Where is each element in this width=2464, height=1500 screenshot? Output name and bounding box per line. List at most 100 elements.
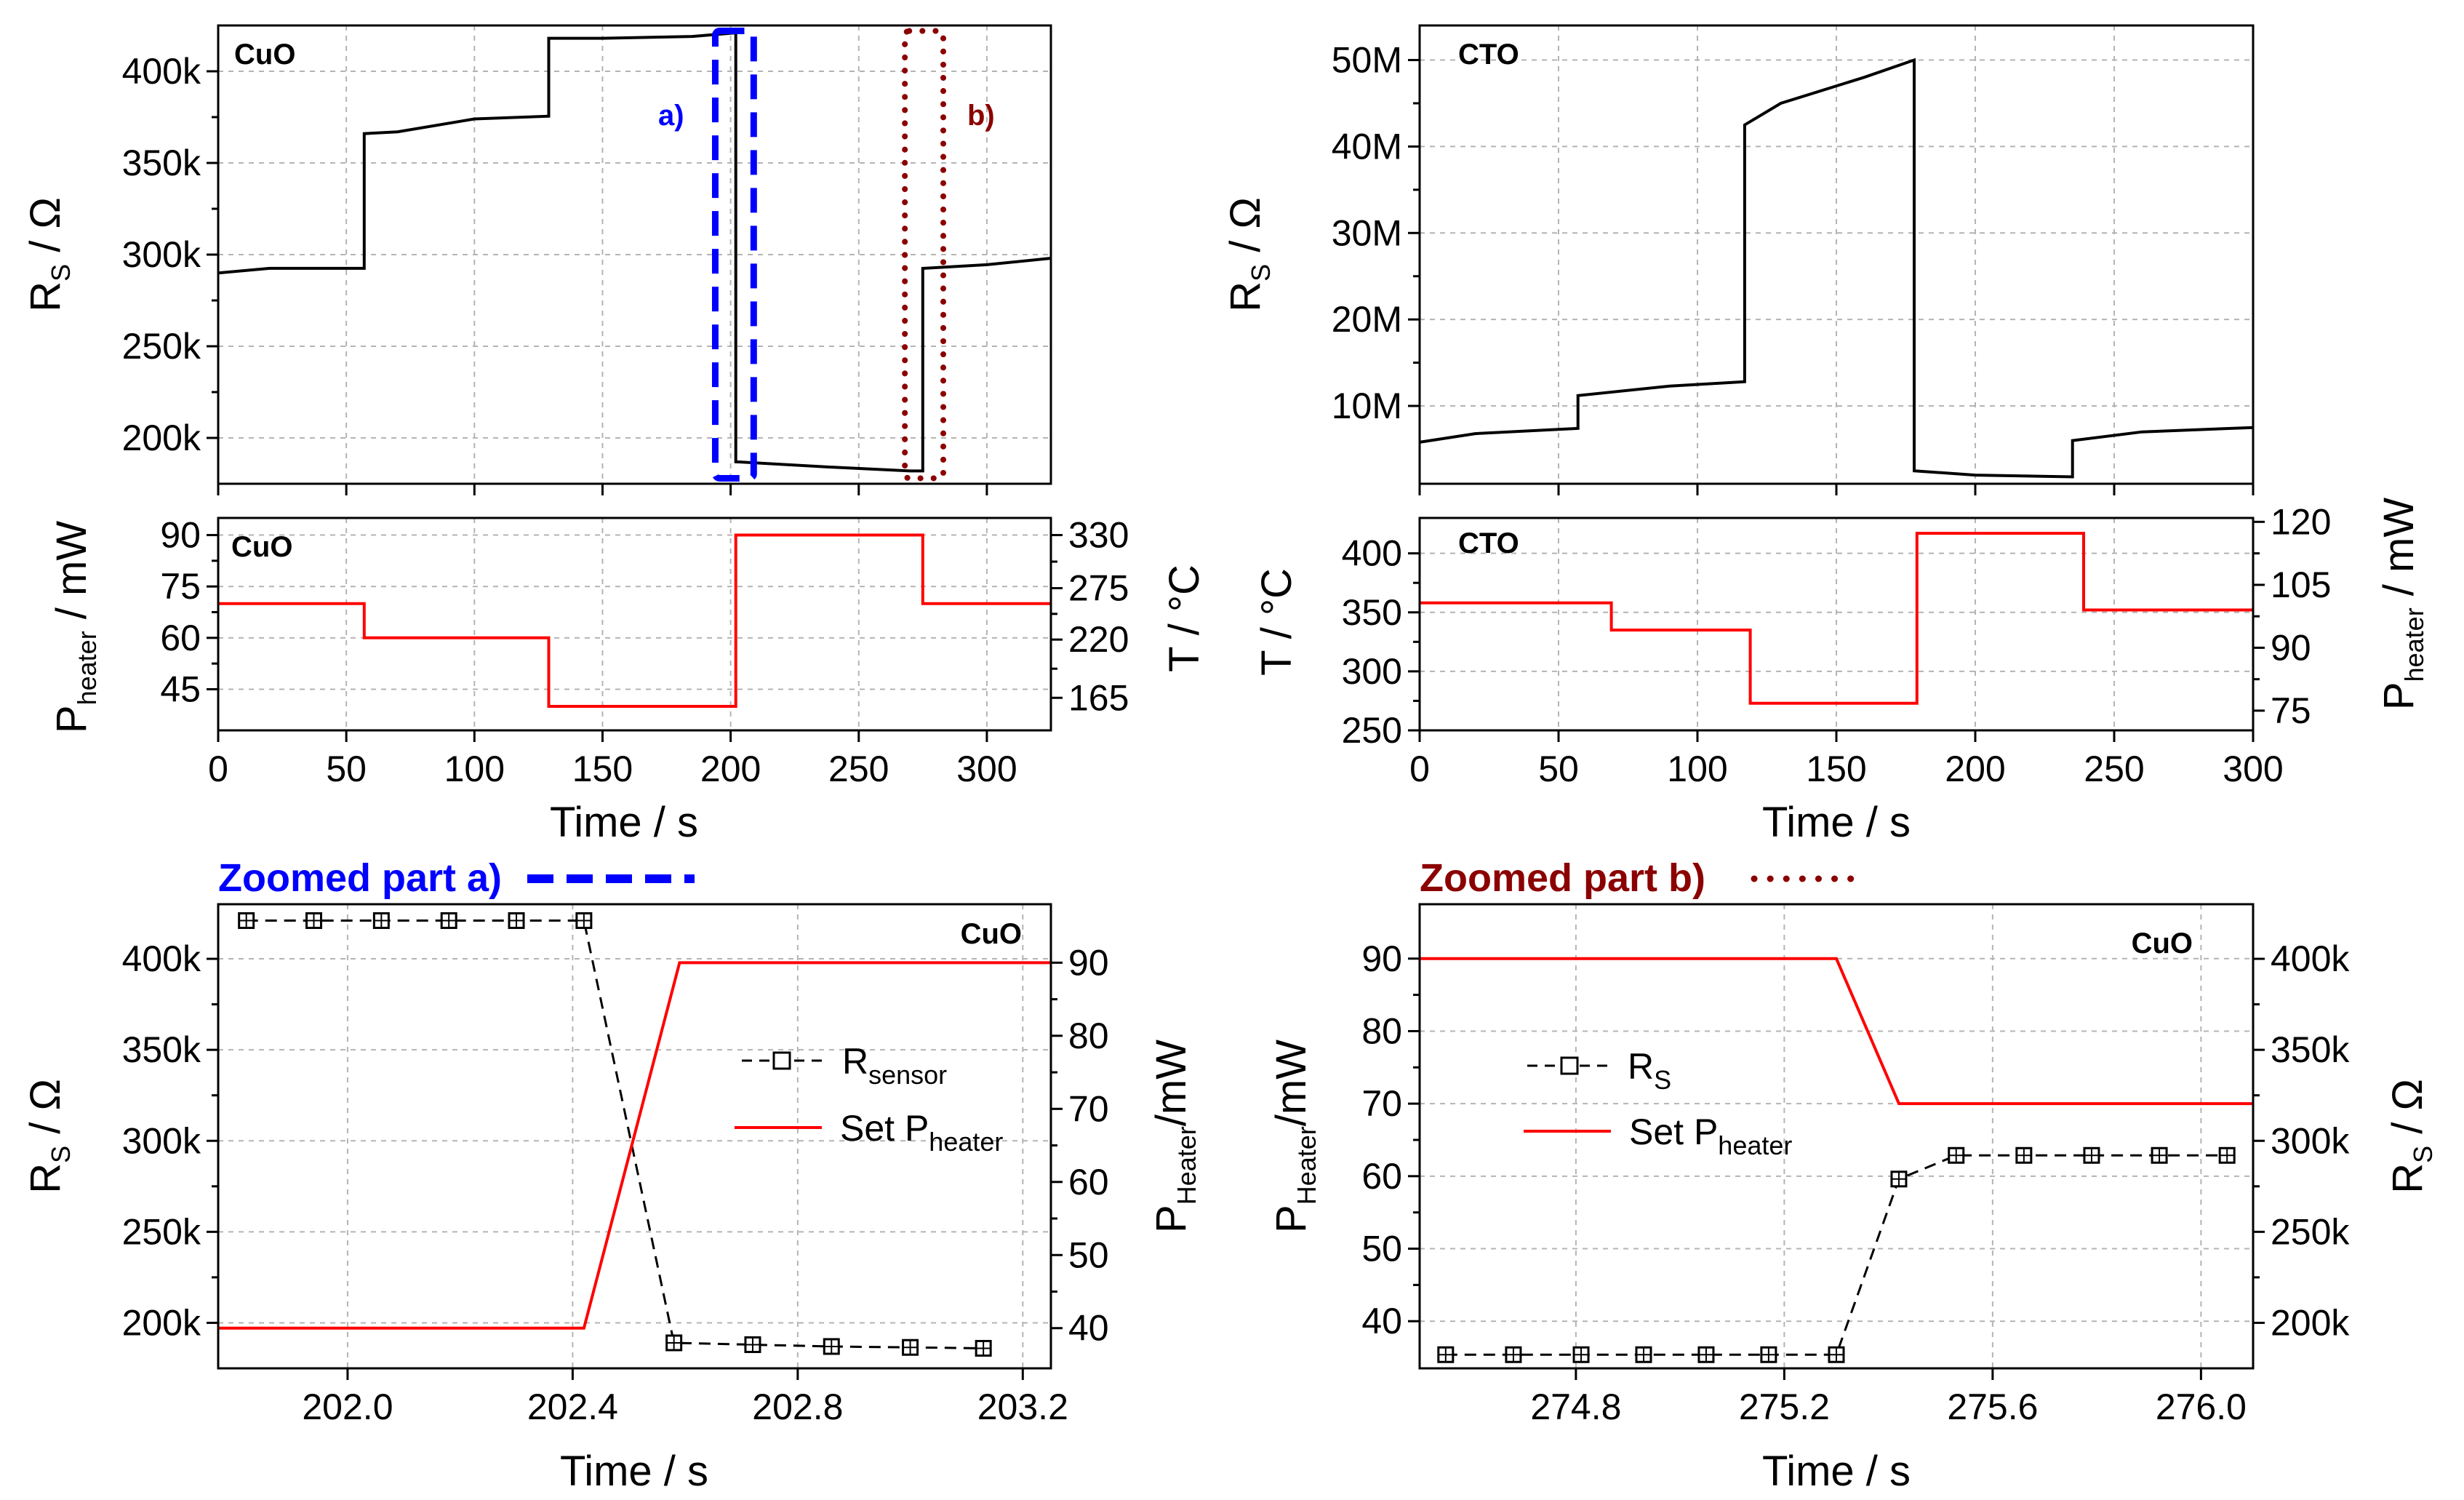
cto_heater-ytick-label-left-3: 400 xyxy=(1342,533,1402,574)
zoom-a-title: Zoomed part a) xyxy=(218,856,502,900)
zoom-a-ylabel-left: RS / Ω xyxy=(22,1079,76,1194)
cuo-heater-ylabel-left: Pheater / mW xyxy=(48,521,102,733)
cuo_heater-xtick-label-0: 0 xyxy=(208,749,228,789)
zoom-a-grid xyxy=(218,904,1051,1368)
zoom-a-legend-pheater-label: Set Pheater xyxy=(840,1108,1003,1157)
cto-rs-grid xyxy=(1420,25,2253,484)
zoom-a-ylabel-right: PHeater/mW xyxy=(1148,1040,1201,1233)
zoom-a-panel: Zoomed part a) 200k 250k 300k 350k 400k 40 50 6… xyxy=(22,856,1201,1495)
zoom_b-xtick-label-3: 276.0 xyxy=(2156,1387,2247,1427)
cuo_heater-ytick-label-right-2: 275 xyxy=(1068,568,1129,609)
zoom_a-series-1 xyxy=(218,961,1051,1330)
cuo_heater-ytick-label-left-1: 60 xyxy=(160,618,201,658)
cuo-heater-ylabel-left-unit: / mW xyxy=(48,521,95,631)
zoom_a-ytick-label-right-3: 70 xyxy=(1068,1088,1109,1129)
zoom_b-ytick-label-left-4: 80 xyxy=(1361,1010,1402,1051)
zoom_a-xtick-label-2: 202.8 xyxy=(752,1387,843,1427)
cto_heater-ytick-label-left-2: 350 xyxy=(1342,592,1402,633)
cto-heater-panel-label: CTO xyxy=(1458,527,1519,559)
cuo-rs-ylabel-unit: / Ω xyxy=(22,197,69,264)
zoom-a-legend-rsensor-sub: sensor xyxy=(868,1060,947,1090)
zoom-a-legend-pheater-main: Set P xyxy=(840,1108,929,1149)
cto_heater-ytick-label-right-0: 75 xyxy=(2271,690,2311,731)
zoom-b-legend: RS Set Pheater xyxy=(1524,1046,1792,1160)
cuo_rs-ytick-label-left-4: 400k xyxy=(122,51,201,92)
zoom-a-panel-label: CuO xyxy=(961,918,1022,950)
cuo-heater-xlabel: Time / s xyxy=(550,799,698,846)
cuo-rs-grid xyxy=(218,25,1051,484)
cto-rs-ticks: 10M 20M 30M 40M 50M xyxy=(1332,40,2255,495)
cuo-rs-panel: 200k 250k 300k 350k 400k CuO RS / Ω a) b) xyxy=(22,24,1052,495)
cuo_heater-ytick-label-right-3: 330 xyxy=(1068,515,1129,556)
cto_rs-ytick-label-left-3: 40M xyxy=(1332,126,1402,167)
cuo-heater-ylabel-right: T / °C xyxy=(1161,565,1208,672)
zoom_a-ytick-label-left-0: 200k xyxy=(122,1302,201,1343)
cto-rs-panel: 10M 20M 30M 40M 50M CTO RS / Ω xyxy=(1222,24,2255,495)
cto_rs-ytick-label-left-0: 10M xyxy=(1332,386,1402,426)
cuo_heater-xtick-label-4: 200 xyxy=(700,749,761,789)
cto-heater-ylabel-right-main: P xyxy=(2375,682,2423,710)
cto_heater-ytick-label-right-3: 120 xyxy=(2271,501,2331,542)
zoom_a-ytick-label-left-3: 350k xyxy=(122,1029,201,1070)
zoom-b-frame xyxy=(1418,903,2255,1370)
cto_rs-ytick-label-left-1: 20M xyxy=(1332,299,1402,340)
zoom-a-ylabel-left-sub: S xyxy=(46,1146,76,1163)
cto_heater-ytick-label-left-1: 300 xyxy=(1342,651,1402,692)
cto_heater-series-0 xyxy=(1420,532,2253,705)
zoom-b-grid xyxy=(1420,904,2253,1368)
zoom-a-legend-rsensor-main: R xyxy=(842,1041,868,1082)
cto-rs-ylabel-unit: / Ω xyxy=(1222,197,1269,264)
zoom-a-data xyxy=(218,912,1051,1357)
zoom-b-ylabel-left: PHeater/mW xyxy=(1268,1040,1321,1233)
zoom-a-xlabel: Time / s xyxy=(560,1448,708,1495)
cto_heater-ytick-label-left-0: 250 xyxy=(1342,710,1402,751)
zoom-a-legend-rsensor-marker xyxy=(772,1051,791,1070)
zoom-b-xlabel: Time / s xyxy=(1762,1448,1911,1495)
zoom-b-ticks: 40 50 60 70 80 90 200k 250k 300k 350k 400k 274.8 275… xyxy=(1361,938,2350,1427)
zoom-b-panel-label: CuO xyxy=(2132,927,2193,960)
zoom-b-legend-pheater-main: Set P xyxy=(1629,1112,1718,1152)
zoom-b-ylabel-left-main: P xyxy=(1268,1205,1315,1233)
cto_heater-xtick-label-3: 150 xyxy=(1806,749,1866,789)
cto_heater-xtick-label-6: 300 xyxy=(2223,749,2283,789)
cto-heater-grid xyxy=(1419,518,2254,731)
zoom_a-ytick-label-right-5: 90 xyxy=(1068,942,1109,983)
zoom-b-ylabel-right-main: R xyxy=(2384,1163,2431,1194)
zoom-b-data xyxy=(1420,957,2253,1363)
cuo-heater-panel-label: CuO xyxy=(231,531,292,563)
cuo-rs-ylabel-sub: S xyxy=(46,264,76,282)
cuo_heater-ytick-label-left-2: 75 xyxy=(160,566,201,607)
zoom-b-ylabel-left-unit: /mW xyxy=(1268,1040,1315,1126)
cto-heater-ticks: 250 300 350 400 75 90 105 120 0 50 100 150 200 250 300 xyxy=(1342,501,2332,789)
zoom-b-legend-pheater-sub: heater xyxy=(1718,1130,1792,1160)
zoom-b-legend-pheater-label: Set Pheater xyxy=(1629,1112,1792,1160)
cto-heater-data xyxy=(1420,532,2253,705)
zoom_b-ytick-label-right-4: 400k xyxy=(2271,938,2350,979)
cto_heater-ytick-label-right-2: 105 xyxy=(2271,565,2331,605)
cuo-heater-ylabel-left-sub: heater xyxy=(72,631,102,705)
zoom_a-ytick-label-right-2: 60 xyxy=(1068,1162,1109,1202)
cuo_heater-ytick-label-right-0: 165 xyxy=(1068,677,1129,718)
zoom-a-frame xyxy=(217,903,1052,1370)
annotation-b-label: b) xyxy=(967,100,995,132)
cuo-heater-ylabel-left-main: P xyxy=(48,705,95,733)
zoom_a-ytick-label-right-4: 80 xyxy=(1068,1016,1109,1056)
zoom-b-ylabel-right-unit: / Ω xyxy=(2384,1079,2431,1146)
cuo_heater-xtick-label-5: 250 xyxy=(828,749,889,789)
cuo_heater-ytick-label-left-0: 45 xyxy=(160,669,201,709)
cuo_rs-ytick-label-left-3: 350k xyxy=(122,143,201,183)
cto_heater-xtick-label-2: 100 xyxy=(1667,749,1727,789)
cuo-rs-ticks: 200k 250k 300k 350k 400k xyxy=(122,51,988,495)
zoom-a-legend-pheater-sub: heater xyxy=(929,1127,1003,1157)
cuo-heater-grid xyxy=(217,518,1051,730)
zoom_b-ytick-label-left-5: 90 xyxy=(1361,938,1402,979)
zoom-b-legend-rs-main: R xyxy=(1628,1046,1654,1087)
zoom_b-xtick-label-0: 274.8 xyxy=(1530,1387,1621,1427)
zoom_b-xtick-label-1: 275.2 xyxy=(1739,1387,1830,1427)
cto-rs-data xyxy=(1419,57,2254,479)
zoom-b-title: Zoomed part b) xyxy=(1420,856,1705,900)
cto_heater-ytick-label-right-1: 90 xyxy=(2271,627,2311,668)
annotation-box-b xyxy=(902,28,947,482)
cuo_heater-xtick-label-6: 300 xyxy=(956,749,1017,789)
